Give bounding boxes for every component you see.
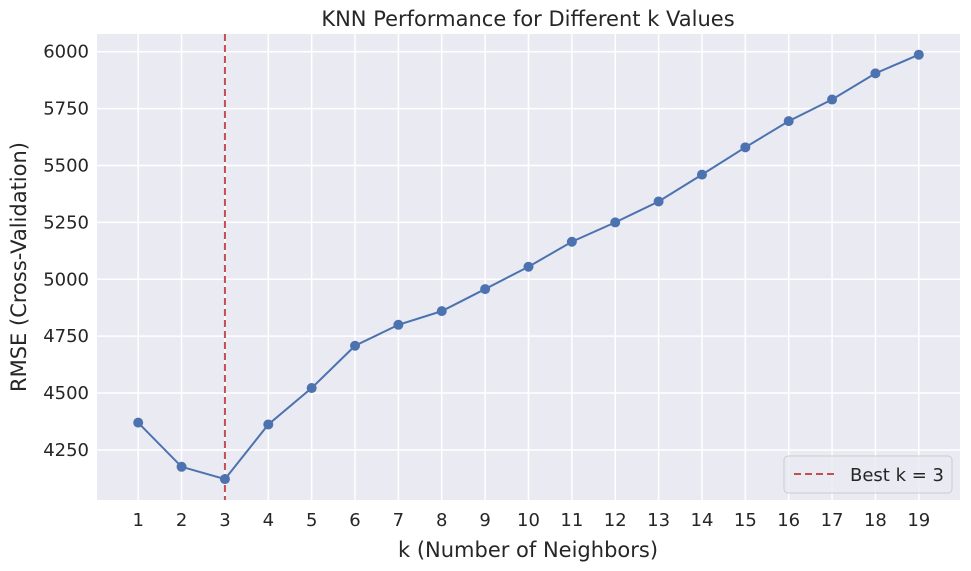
chart-title: KNN Performance for Different k Values [321, 7, 734, 31]
data-point-k15 [740, 142, 751, 153]
x-tick-labels: 1 2 3 4 5 6 7 8 9 10 11 12 13 14 15 16 17 18 19 [132, 510, 930, 531]
data-point-k16 [783, 116, 794, 127]
y-tick-label: 4250 [43, 440, 89, 461]
y-gridlines [97, 50, 960, 451]
x-tick-label: 17 [821, 510, 844, 531]
x-tick-label: 6 [349, 510, 360, 531]
x-tick-label: 13 [647, 510, 670, 531]
y-tick-label: 5000 [43, 269, 89, 290]
x-tick-label: 19 [907, 510, 930, 531]
x-tick-label: 4 [263, 510, 274, 531]
y-tick-labels: 4250 4500 4750 5000 5250 5500 5750 6000 [43, 42, 89, 461]
x-tick-label: 1 [132, 510, 143, 531]
rmse-series-points [133, 49, 924, 485]
x-tick-label: 7 [393, 510, 404, 531]
data-point-k5 [306, 383, 317, 394]
x-tick-label: 16 [777, 510, 800, 531]
legend: Best k = 3 [783, 455, 953, 494]
data-point-k8 [436, 306, 447, 317]
data-point-k12 [610, 217, 621, 228]
x-tick-label: 18 [864, 510, 887, 531]
data-point-k6 [350, 340, 361, 351]
data-point-k2 [176, 461, 187, 472]
x-tick-label: 2 [176, 510, 187, 531]
x-tick-label: 5 [306, 510, 317, 531]
data-point-k3 [219, 474, 230, 485]
data-point-k10 [523, 261, 534, 272]
legend-box [783, 455, 953, 494]
x-tick-label: 9 [479, 510, 490, 531]
data-point-k11 [566, 236, 577, 247]
data-point-k7 [393, 319, 404, 330]
x-tick-label: 10 [517, 510, 540, 531]
y-tick-label: 5250 [43, 212, 89, 233]
x-tick-label: 12 [604, 510, 627, 531]
x-tick-label: 3 [219, 510, 230, 531]
y-tick-label: 5750 [43, 99, 89, 120]
x-tick-label: 15 [734, 510, 757, 531]
data-point-k18 [870, 68, 881, 79]
x-tick-label: 11 [560, 510, 583, 531]
legend-label-best-k: Best k = 3 [850, 465, 944, 486]
data-point-k19 [913, 49, 924, 60]
y-tick-label: 5500 [43, 156, 89, 177]
data-point-k9 [480, 284, 491, 295]
y-tick-label: 6000 [43, 42, 89, 63]
data-point-k1 [133, 417, 144, 428]
x-tick-label: 8 [436, 510, 447, 531]
y-axis-label: RMSE (Cross-Validation) [7, 142, 31, 392]
y-tick-label: 4500 [43, 383, 89, 404]
data-point-k14 [696, 169, 707, 180]
x-tick-label: 14 [691, 510, 714, 531]
y-tick-label: 4750 [43, 326, 89, 347]
data-point-k17 [827, 94, 838, 105]
data-point-k13 [653, 196, 664, 207]
x-axis-label: k (Number of Neighbors) [398, 538, 658, 562]
data-point-k4 [263, 419, 274, 430]
